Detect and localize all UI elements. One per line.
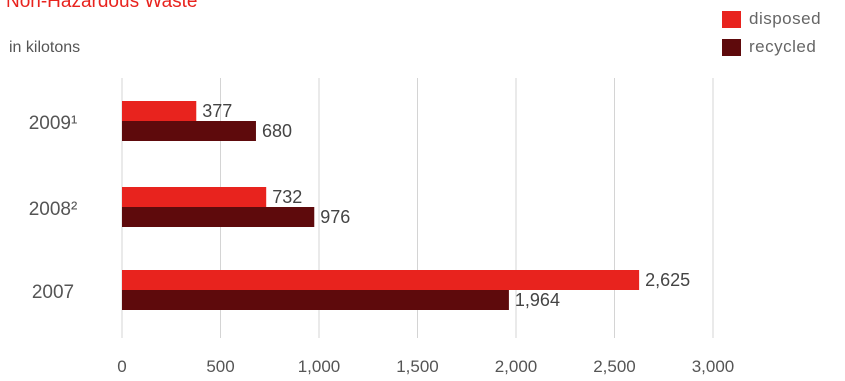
data-label-recycled: 680 [262, 121, 292, 141]
legend-label-recycled: recycled [749, 37, 817, 56]
category-label: 2009¹ [29, 113, 78, 134]
category-label: 2007 [32, 282, 74, 303]
x-tick-label: 500 [206, 357, 234, 376]
x-tick-label: 3,000 [692, 357, 735, 376]
x-tick-label: 2,500 [593, 357, 636, 376]
bar-disposed [122, 270, 640, 290]
legend-item-recycled: recycled [722, 37, 816, 57]
data-label-recycled: 1,964 [515, 290, 560, 310]
chart-subtitle: in kilotons [9, 39, 81, 56]
legend-item-disposed: disposed [722, 9, 821, 29]
bar-recycled [122, 121, 256, 141]
legend-label-disposed: disposed [749, 9, 822, 28]
data-label-disposed: 377 [202, 101, 232, 121]
legend-swatch-recycled [722, 38, 741, 56]
bar-disposed [122, 187, 267, 207]
bar-recycled [122, 207, 315, 227]
bar-disposed [122, 101, 197, 121]
bar-recycled [122, 290, 509, 310]
data-label-recycled: 976 [320, 207, 350, 227]
category-label: 2008² [29, 199, 78, 220]
chart-title: Non-Hazardous Waste [6, 0, 198, 12]
legend-swatch-disposed [722, 10, 741, 28]
data-label-disposed: 2,625 [645, 270, 690, 290]
data-label-disposed: 732 [272, 187, 302, 207]
x-tick-label: 0 [117, 357, 126, 376]
x-tick-label: 2,000 [495, 357, 538, 376]
x-tick-label: 1,000 [298, 357, 341, 376]
x-tick-label: 1,500 [396, 357, 439, 376]
